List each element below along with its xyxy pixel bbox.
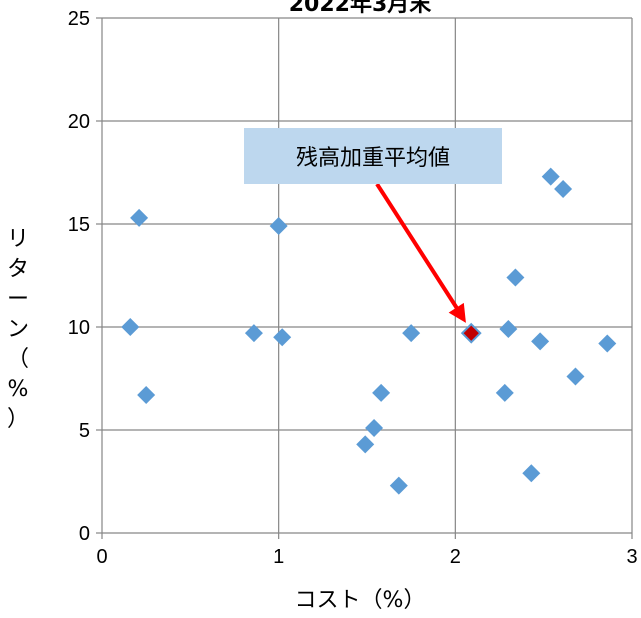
- y-tick-label: 10: [68, 317, 90, 339]
- data-point: [495, 383, 514, 402]
- data-point: [566, 367, 585, 386]
- y-tick-label: 20: [68, 111, 90, 133]
- data-point: [356, 435, 375, 454]
- y-axis-title: リターン （% ）: [4, 225, 32, 435]
- data-point: [372, 383, 391, 402]
- x-axis-title: コスト（%）: [294, 588, 426, 613]
- callout-arrow-line: [375, 182, 462, 314]
- data-point: [130, 208, 149, 227]
- chart-title: 2022年3月末: [288, 0, 432, 17]
- y-axis-title-char: ー: [6, 287, 29, 312]
- y-axis-title-char: %: [7, 377, 29, 402]
- x-tick-label: 1: [273, 546, 284, 568]
- data-point: [554, 179, 573, 198]
- y-axis-title-char: リ: [6, 227, 29, 252]
- y-tick-label: 15: [68, 214, 90, 236]
- data-point: [499, 320, 518, 339]
- y-axis-title-char: ）: [6, 407, 29, 432]
- data-point: [522, 464, 541, 483]
- weighted-average-point: [460, 322, 482, 344]
- y-axis-title-char: タ: [6, 257, 29, 282]
- data-point: [269, 217, 288, 236]
- data-point: [121, 318, 140, 336]
- x-tick-label: 0: [96, 546, 107, 568]
- data-point: [541, 167, 560, 186]
- y-axis-title-char: （: [6, 347, 29, 372]
- data-point: [531, 332, 550, 351]
- data-point: [244, 324, 263, 343]
- data-point: [273, 328, 292, 347]
- data-point: [389, 476, 408, 495]
- data-point: [598, 334, 617, 353]
- x-tick-label: 2: [450, 546, 461, 568]
- data-point: [365, 418, 384, 437]
- data-point: [402, 324, 421, 343]
- data-point: [506, 268, 525, 287]
- callout-arrow-head: [448, 302, 466, 323]
- weighted-average-callout: 残高加重平均値: [244, 128, 502, 184]
- y-tick-label: 0: [79, 523, 90, 545]
- data-point: [137, 385, 156, 404]
- y-axis-title-char: ン: [6, 317, 29, 342]
- x-tick-label: 3: [626, 546, 637, 568]
- y-tick-label: 25: [68, 8, 90, 30]
- y-tick-label: 5: [79, 420, 90, 442]
